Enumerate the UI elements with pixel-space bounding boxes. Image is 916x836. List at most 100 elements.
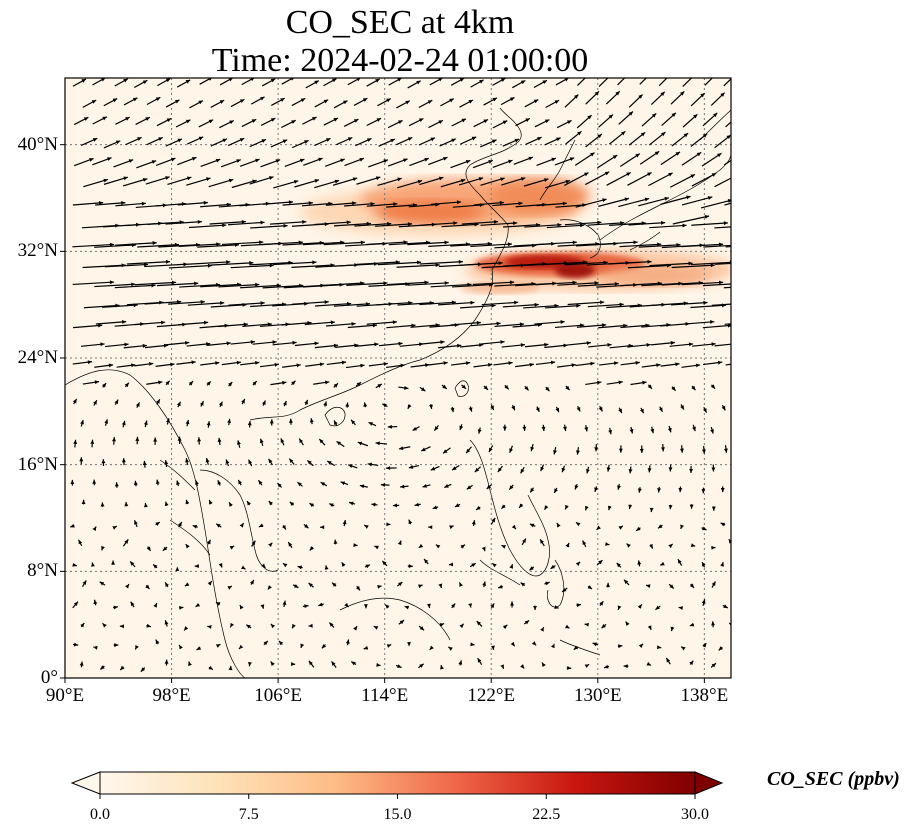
wind-arrow — [200, 158, 221, 168]
wind-arrow — [513, 156, 534, 165]
wind-arrow — [665, 657, 671, 665]
wind-arrow — [386, 522, 391, 527]
axis-tick-marks — [60, 144, 705, 683]
wind-arrow — [72, 601, 79, 609]
wind-arrow — [123, 97, 138, 106]
wind-arrow — [502, 138, 520, 147]
wind-arrow — [355, 137, 372, 147]
wind-arrow — [535, 240, 577, 246]
wind-arrow — [250, 96, 265, 105]
wind-arrow — [121, 458, 126, 466]
wind-arrow — [386, 363, 405, 369]
wind-arrow — [720, 561, 725, 567]
wind-arrow — [461, 384, 467, 390]
wind-arrow — [134, 644, 139, 650]
wind-arrow — [142, 460, 147, 468]
wind-arrow — [104, 419, 109, 426]
wind-arrow — [114, 399, 119, 406]
wind-arrow — [355, 585, 361, 591]
wind-arrow — [146, 136, 163, 146]
wind-arrow — [99, 581, 106, 586]
wind-arrow — [72, 398, 78, 405]
wind-arrow — [681, 242, 724, 248]
wind-arrow — [398, 385, 409, 390]
wind-arrow — [80, 419, 84, 427]
wind-arrow — [78, 539, 83, 547]
wind-arrow — [658, 406, 664, 413]
lon-tick-label: 114°E — [361, 685, 409, 706]
wind-arrow — [72, 78, 87, 87]
wind-arrow — [289, 501, 295, 507]
wind-arrow — [451, 603, 456, 609]
wind-arrow — [82, 580, 87, 587]
wind-arrow — [668, 543, 674, 549]
wind-arrow — [325, 321, 356, 327]
wind-arrow — [347, 464, 358, 469]
wind-arrow — [618, 525, 624, 530]
wind-arrow — [701, 526, 707, 531]
wind-arrow — [167, 176, 192, 185]
wind-arrow — [510, 641, 516, 647]
wind-arrow — [460, 544, 466, 549]
wind-arrow — [641, 112, 657, 127]
wind-arrow — [565, 624, 570, 629]
wind-arrow — [92, 479, 97, 486]
wind-arrow — [627, 343, 651, 348]
wind-arrow — [422, 483, 431, 488]
wind-arrow — [420, 340, 445, 345]
wind-arrow — [483, 385, 489, 391]
wind-arrow — [328, 622, 335, 628]
wind-arrow — [303, 157, 323, 166]
wind-arrow — [165, 99, 180, 108]
wind-arrow — [355, 381, 362, 387]
wind-arrow — [314, 179, 340, 189]
wind-arrow — [408, 464, 420, 469]
wind-arrow — [80, 137, 98, 147]
wind-arrow — [524, 385, 529, 391]
wind-arrow — [524, 342, 549, 348]
wind-arrow — [176, 401, 182, 408]
wind-arrow — [500, 96, 515, 106]
wind-arrow — [536, 157, 557, 166]
wind-arrow — [650, 91, 666, 106]
wind-arrow — [377, 98, 392, 107]
wind-arrow — [359, 484, 368, 489]
wind-arrow — [314, 99, 329, 108]
wind-arrow — [691, 385, 696, 391]
wind-arrow — [661, 443, 665, 452]
wind-arrow — [381, 560, 388, 567]
wind-arrow — [157, 281, 199, 287]
wind-arrow — [502, 424, 507, 431]
wind-arrow — [225, 459, 230, 467]
wind-arrow — [155, 521, 161, 526]
wind-arrow — [261, 78, 276, 87]
wind-arrow — [340, 481, 349, 486]
wind-arrow — [344, 602, 349, 608]
colorbar-tick-label: 7.5 — [238, 806, 259, 823]
wind-arrow — [714, 134, 731, 149]
wind-arrow — [101, 459, 106, 467]
wind-arrow — [584, 505, 589, 511]
wind-arrow — [130, 601, 135, 608]
wind-arrow — [153, 602, 158, 608]
wind-arrow — [459, 343, 484, 348]
wind-arrow — [472, 159, 494, 169]
wind-arrow — [126, 259, 171, 265]
wind-arrow — [557, 363, 576, 368]
wind-arrow — [701, 487, 706, 494]
wind-arrow — [480, 177, 505, 186]
wind-arrow — [628, 466, 633, 474]
wind-arrow — [606, 464, 611, 472]
wind-arrow — [129, 560, 136, 568]
wind-arrow — [230, 263, 274, 269]
wind-arrow — [124, 502, 129, 507]
wind-arrow — [72, 280, 115, 286]
wind-arrow — [647, 465, 652, 473]
wind-arrow — [408, 117, 424, 127]
wind-arrow — [407, 281, 449, 286]
wind-arrow — [187, 301, 225, 306]
lat-tick-label: 40°N — [17, 133, 58, 155]
wind-arrow — [428, 156, 448, 166]
wind-arrow — [217, 437, 222, 446]
